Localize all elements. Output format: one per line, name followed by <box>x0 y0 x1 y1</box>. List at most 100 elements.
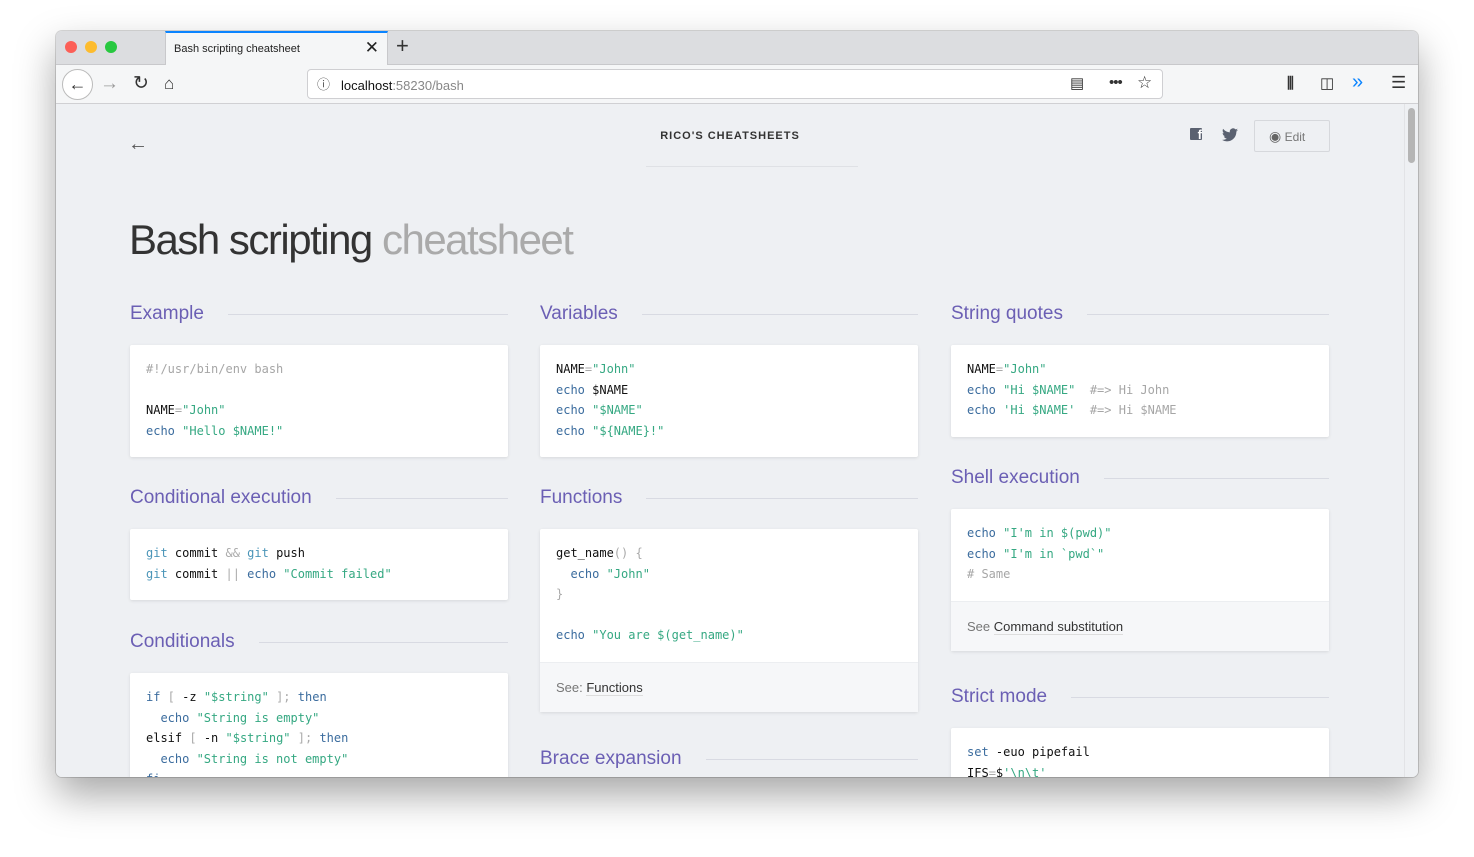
footer-link[interactable]: Functions <box>586 679 643 696</box>
info-icon[interactable]: ⓘ <box>317 77 331 92</box>
reload-icon[interactable]: ↻ <box>133 73 149 94</box>
footer-link[interactable]: Command substitution <box>993 618 1124 635</box>
sidebar-icon[interactable]: ◫ <box>1320 75 1335 92</box>
reader-view-icon[interactable]: ▤ <box>1070 75 1085 92</box>
code-token: # Same <box>967 567 1011 582</box>
code-card: echo "I'm in $(pwd)" echo "I'm in `pwd`"… <box>951 509 1329 651</box>
maximize-window-button[interactable] <box>105 41 117 53</box>
menu-icon[interactable]: ☰ <box>1391 73 1407 92</box>
code-token: echo <box>967 382 1004 397</box>
section-heading[interactable]: String quotes <box>951 302 1329 326</box>
code-token: git <box>239 546 269 560</box>
section-heading[interactable]: Conditionals <box>130 630 508 654</box>
code-block: get_name() { echo "John" } echo "You are… <box>540 529 918 662</box>
section-heading[interactable]: Strict mode <box>951 685 1329 709</box>
code-token: "Hi $NAME" <box>1003 382 1076 397</box>
code-token: = <box>174 403 183 418</box>
code-line: echo 'Hi $NAME' #=> Hi $NAME <box>967 403 1177 417</box>
new-tab-icon[interactable]: + <box>396 33 409 58</box>
section-heading[interactable]: Brace expansion <box>540 747 918 771</box>
close-window-button[interactable] <box>65 41 77 53</box>
section-heading[interactable]: Example <box>130 302 508 326</box>
home-icon[interactable]: ⌂ <box>164 74 175 93</box>
code-line: echo $NAME <box>556 383 628 397</box>
section-heading[interactable]: Conditional execution <box>130 486 508 510</box>
code-token: echo <box>967 403 1004 418</box>
code-line: NAME="John" <box>146 403 226 417</box>
section-heading[interactable]: Variables <box>540 302 918 326</box>
tab-active[interactable]: Bash scripting cheatsheet ✕ <box>165 31 388 66</box>
heading-rule <box>646 497 918 499</box>
code-token: if <box>146 690 161 704</box>
close-tab-icon[interactable]: ✕ <box>364 38 379 57</box>
code-token: "$NAME" <box>592 403 643 418</box>
code-token: "I'm in $(pwd)" <box>1003 526 1112 540</box>
code-line: echo "String is empty" <box>146 711 319 725</box>
code-line: # Same <box>967 567 1010 581</box>
section-title: Example <box>130 303 204 324</box>
section-title: String quotes <box>951 303 1063 324</box>
heading-rule <box>335 497 508 499</box>
code-card: NAME="John" echo $NAME echo "$NAME" echo… <box>540 345 918 458</box>
code-token: } <box>556 587 564 602</box>
code-line: #!/usr/bin/env bash <box>146 362 283 376</box>
code-token: get_name <box>556 546 614 560</box>
forward-icon[interactable]: → <box>100 73 119 94</box>
section-heading[interactable]: Functions <box>540 486 918 510</box>
code-line: elsif [ -n "$string" ]; then <box>146 731 348 745</box>
scrollbar-thumb[interactable] <box>1408 108 1415 163</box>
code-token: then <box>319 731 349 746</box>
code-token: elsif <box>146 731 183 746</box>
title-light: cheatsheet <box>381 216 574 263</box>
section-conditionals: Conditionals if [ -z "$string" ]; then ec… <box>130 630 508 777</box>
code-line: fi <box>146 772 160 777</box>
code-token: echo <box>556 403 593 418</box>
code-token: commit <box>167 546 226 560</box>
site-brand[interactable]: RICO'S CHEATSHEETS <box>660 130 800 142</box>
back-icon[interactable]: ← <box>62 69 93 100</box>
code-token: "$string" <box>203 690 269 704</box>
back-arrow-icon[interactable]: ← <box>128 133 148 155</box>
code-line: } <box>556 587 563 601</box>
section-functions: Functions get_name() { echo "John" } echo… <box>540 486 918 712</box>
code-token: () { <box>613 546 643 560</box>
code-token: NAME <box>967 362 996 376</box>
code-token: echo <box>556 628 593 643</box>
section-conditional-execution: Conditional execution git commit && git p… <box>130 486 508 601</box>
library-icon[interactable]: ⫼ <box>1287 75 1294 92</box>
code-token: -euo pipefail <box>988 745 1090 759</box>
code-token: "String is not empty" <box>196 751 349 766</box>
bookmark-star-icon[interactable]: ☆ <box>1137 73 1153 92</box>
page-actions-icon[interactable]: ••• <box>1109 74 1123 91</box>
twitter-icon[interactable] <box>1222 128 1238 142</box>
card-footer: See Command substitution <box>951 600 1329 651</box>
code-block: if [ -z "$string" ]; then echo "String i… <box>130 673 508 777</box>
code-line: git commit && git push <box>146 546 305 560</box>
overflow-chevron-icon[interactable]: » <box>1352 71 1364 93</box>
code-line: NAME="John" <box>967 362 1047 376</box>
code-line: IFS=$'\n\t' <box>967 766 1047 777</box>
code-token: "John" <box>1003 362 1047 376</box>
code-token: "You are $(get_name)" <box>592 628 744 643</box>
code-token: echo <box>967 546 1004 561</box>
facebook-icon[interactable]: f <box>1190 128 1202 141</box>
code-token: "John" <box>182 403 226 418</box>
address-bar[interactable]: ⓘ localhost:58230/bash ▤ ••• ☆ <box>307 69 1163 99</box>
code-token: echo <box>239 566 284 581</box>
scrollbar[interactable] <box>1404 104 1418 777</box>
code-token: echo <box>967 526 1004 540</box>
code-token: ]; <box>268 690 298 704</box>
code-token: push <box>268 546 305 560</box>
section-shell-execution: Shell execution echo "I'm in $(pwd)" echo… <box>951 466 1329 651</box>
code-token: "String is empty" <box>196 710 320 725</box>
edit-button[interactable]: ◉ Edit <box>1254 120 1330 152</box>
section-heading[interactable]: Shell execution <box>951 466 1329 490</box>
code-token: fi <box>146 772 160 777</box>
code-token: "Commit failed" <box>283 566 392 581</box>
code-token: #!/usr/bin/env bash <box>146 362 284 376</box>
code-token: echo <box>146 423 183 438</box>
minimize-window-button[interactable] <box>85 41 97 53</box>
code-token: ]; <box>290 731 320 746</box>
code-token: [ <box>182 731 204 746</box>
code-token: || <box>225 566 240 581</box>
